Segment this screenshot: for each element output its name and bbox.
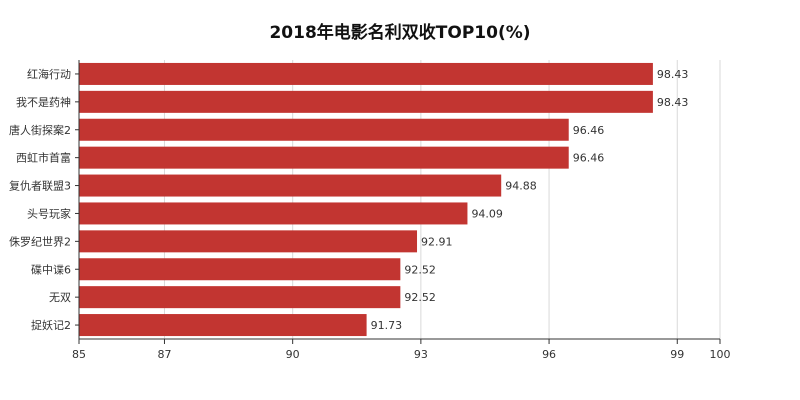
x-tick-label: 93	[414, 348, 428, 361]
data-label: 92.91	[421, 235, 453, 248]
x-tick-label: 99	[670, 348, 684, 361]
data-label: 92.52	[404, 263, 436, 276]
bar[interactable]	[79, 146, 569, 169]
data-label: 91.73	[371, 319, 403, 332]
bar[interactable]	[79, 90, 653, 113]
y-tick-label: 捉妖记2	[31, 318, 71, 332]
y-tick-label: 复仇者联盟3	[9, 179, 71, 193]
bar[interactable]	[79, 258, 401, 281]
x-tick-label: 96	[542, 348, 556, 361]
x-tick-label: 87	[157, 348, 171, 361]
y-tick-label: 无双	[49, 291, 71, 304]
data-label: 98.43	[657, 96, 689, 109]
y-tick-label: 我不是药神	[16, 95, 71, 109]
x-tick-label: 90	[286, 348, 300, 361]
bar[interactable]	[79, 174, 502, 197]
bar[interactable]	[79, 286, 401, 309]
y-tick-label: 西虹市首富	[16, 151, 71, 165]
chart-title: 2018年电影名利双收TOP10(%)	[269, 23, 531, 43]
y-tick-label: 碟中谍6	[31, 263, 71, 276]
data-label: 98.43	[657, 68, 689, 81]
bar[interactable]	[79, 202, 468, 225]
bar[interactable]	[79, 118, 569, 141]
data-label: 96.46	[573, 152, 605, 165]
y-tick-label: 唐人街探案2	[9, 123, 71, 137]
y-tick-label: 红海行动	[27, 67, 71, 81]
data-label: 96.46	[573, 124, 605, 137]
data-label: 94.88	[505, 180, 537, 193]
data-label: 94.09	[471, 207, 503, 220]
data-label: 92.52	[404, 291, 436, 304]
bar[interactable]	[79, 314, 367, 337]
bar[interactable]	[79, 62, 653, 85]
y-tick-label: 头号玩家	[27, 206, 71, 220]
y-tick-label: 侏罗纪世界2	[9, 235, 71, 248]
x-tick-label: 85	[72, 348, 86, 361]
x-tick-label: 100	[710, 348, 731, 361]
bar[interactable]	[79, 230, 418, 253]
